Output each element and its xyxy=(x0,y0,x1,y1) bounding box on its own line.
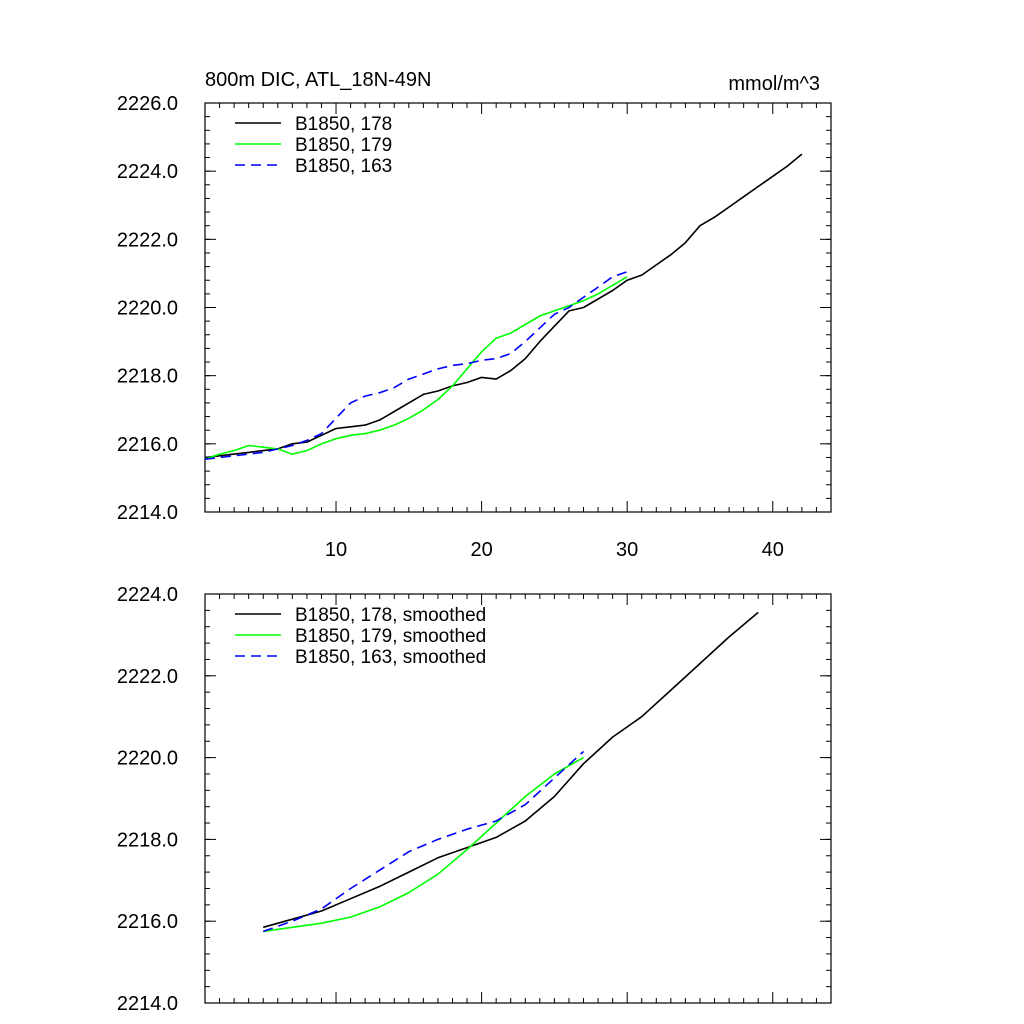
legend-label-2: B1850, 163, smoothed xyxy=(295,647,486,668)
y-tick-label: 2224.0 xyxy=(117,161,178,183)
y-tick-label: 2220.0 xyxy=(117,298,178,320)
legend-label-2: B1850, 163 xyxy=(295,156,392,177)
y-tick-label: 2218.0 xyxy=(117,366,178,388)
y-tick-label: 2224.0 xyxy=(117,584,178,606)
series-line-2 xyxy=(204,270,628,460)
x-tick-label: 30 xyxy=(616,539,638,561)
top-panel: 2214.0 2216.0 2218.0 2220.0 2222.0 2224.0 2226… xyxy=(117,69,832,561)
bottom-panel: 2214.0 2216.0 2218.0 2220.0 2222.0 2224.0 B185… xyxy=(117,584,832,1015)
y-tick-label: 2216.0 xyxy=(117,434,178,456)
series-line-2 xyxy=(262,750,585,933)
y-tick-label: 2222.0 xyxy=(117,229,178,251)
y-tick-label: 2214.0 xyxy=(117,502,178,524)
y-tick-label: 2218.0 xyxy=(117,829,178,851)
legend-label-1: B1850, 179, smoothed xyxy=(295,626,486,647)
units-label: mmol/m^3 xyxy=(728,73,820,95)
y-tick-label: 2226.0 xyxy=(117,93,178,115)
legend-label-1: B1850, 179 xyxy=(295,135,392,156)
x-tick-label: 20 xyxy=(470,539,492,561)
series-line-1 xyxy=(204,276,628,460)
series-line-1 xyxy=(263,756,584,933)
y-tick-label: 2216.0 xyxy=(117,911,178,933)
legend-label-0: B1850, 178 xyxy=(295,114,392,135)
series-line-0 xyxy=(262,611,759,929)
chart-title: 800m DIC, ATL_18N-49N xyxy=(205,69,431,91)
x-tick-label: 40 xyxy=(762,539,784,561)
y-tick-label: 2220.0 xyxy=(117,748,178,770)
plot-frame xyxy=(204,593,832,1004)
y-tick-label: 2214.0 xyxy=(117,993,178,1015)
legend-label-0: B1850, 178, smoothed xyxy=(295,605,486,626)
x-tick-label: 10 xyxy=(325,539,347,561)
series-line-0 xyxy=(204,153,803,459)
y-tick-label: 2222.0 xyxy=(117,666,178,688)
